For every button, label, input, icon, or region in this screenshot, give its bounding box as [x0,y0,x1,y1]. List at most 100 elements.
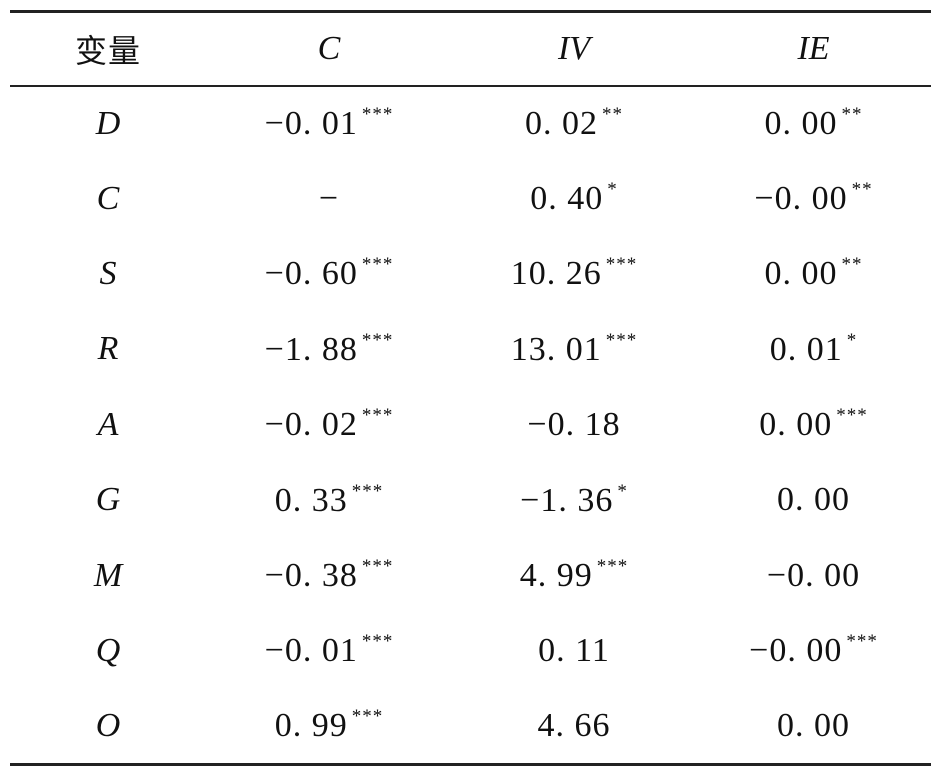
coefficient-value: 0. 11 [538,631,610,669]
cell-iv: −1. 36 * [452,462,696,537]
coefficient-value: −0. 01 [264,105,358,143]
coefficient-value: 0. 33 [274,481,348,519]
coefficient-value: −0. 60 [264,255,358,293]
significance-stars: *** [351,706,384,728]
coefficient-value: −0. 00 [754,180,848,218]
row-variable: S [99,254,117,292]
significance-stars: ** [841,104,863,126]
cell-value-wrap: 10. 26 *** [511,254,638,293]
cell-value-wrap: 0. 00 *** [759,405,868,444]
significance-stars: * [617,480,628,502]
significance-stars: *** [361,104,394,126]
row-variable: G [95,481,121,519]
results-table-container: 变量 C IV IE D −0. 01 *** 0. 02 ** 0. 00 ** C −0. … [10,10,931,766]
significance-stars: *** [836,405,868,427]
header-iv: IV [452,10,696,87]
significance-stars: *** [361,631,394,653]
cell-c: − [206,161,452,236]
cell-value-wrap: 4. 99 *** [520,556,629,595]
coefficient-value: 4. 66 [537,706,611,744]
cell-value-wrap: 0. 00 ** [765,104,863,143]
cell-c: 0. 99 *** [206,688,452,766]
cell-value-wrap: 0. 00 [777,481,850,519]
cell-ie: 0. 00 *** [696,387,931,462]
cell-value-wrap: 0. 00 [777,707,850,745]
coefficient-value: − [318,179,340,217]
cell-value-wrap: 0. 99 *** [275,706,384,745]
coefficient-value: −0. 02 [264,406,358,444]
coefficient-value: 0. 00 [777,706,850,744]
cell-c: −0. 01 *** [206,86,452,161]
coefficient-value: −0. 00 [749,632,843,670]
cell-iv: 4. 66 [452,688,696,766]
cell-value-wrap: 0. 01 * [770,330,858,369]
cell-value-wrap: −0. 01 *** [265,104,394,143]
significance-stars: * [846,329,858,351]
regression-results-table: 变量 C IV IE D −0. 01 *** 0. 02 ** 0. 00 ** C −0. … [10,10,931,766]
row-variable: M [93,556,123,594]
coefficient-value: 0. 00 [764,105,838,143]
cell-iv: 0. 02 ** [452,86,696,161]
coefficient-value: −0. 38 [264,557,358,595]
cell-iv: 0. 40 * [452,161,696,236]
cell-c: −0. 38 *** [206,538,452,613]
significance-stars: ** [602,104,623,126]
table-row: C − 0. 40 * −0. 00 ** [10,161,931,236]
significance-stars: *** [846,631,878,653]
table-row: D −0. 01 *** 0. 02 ** 0. 00 ** [10,86,931,161]
coefficient-value: −1. 88 [264,330,358,368]
table-header: 变量 C IV IE [10,10,931,87]
cell-value-wrap: −0. 38 *** [265,556,394,595]
cell-ie: 0. 00 [696,462,931,537]
row-variable: C [96,179,120,217]
significance-stars: *** [351,480,384,502]
cell-value-wrap: 0. 02 ** [525,104,623,143]
coefficient-value: 0. 00 [764,255,838,293]
significance-stars: ** [841,254,863,276]
header-c: C [206,10,452,87]
table-row: G 0. 33 *** −1. 36 * 0. 00 [10,462,931,537]
table-row: M −0. 38 *** 4. 99 *** −0. 00 [10,538,931,613]
cell-iv: 4. 99 *** [452,538,696,613]
coefficient-value: 0. 99 [274,707,348,745]
cell-c: −0. 01 *** [206,613,452,688]
table-row: Q −0. 01 *** 0. 11 −0. 00 *** [10,613,931,688]
cell-value-wrap: −0. 00 *** [749,631,878,670]
cell-ie: 0. 00 [696,688,931,766]
significance-stars: *** [605,329,638,351]
row-variable: O [10,688,206,766]
table-row: R −1. 88 *** 13. 01 *** 0. 01 * [10,312,931,387]
coefficient-value: 0. 00 [759,406,833,444]
significance-stars: *** [605,254,638,276]
cell-ie: −0. 00 [696,538,931,613]
coefficient-value: 0. 02 [525,105,598,143]
cell-iv: 0. 11 [452,613,696,688]
significance-stars: *** [361,329,394,351]
table-row: O 0. 99 *** 4. 66 0. 00 [10,688,931,766]
coefficient-value: −0. 18 [527,405,621,443]
row-variable: Q [95,631,121,669]
row-variable: R [97,330,119,368]
coefficient-value: 0. 40 [530,180,604,218]
cell-value-wrap: −1. 88 *** [265,330,394,369]
cell-value-wrap: 13. 01 *** [511,330,638,369]
cell-value-wrap: −0. 60 *** [265,254,394,293]
coefficient-value: −0. 01 [264,632,358,670]
cell-ie: 0. 00 ** [696,86,931,161]
row-variable: D [95,104,121,142]
cell-ie: 0. 00 ** [696,236,931,311]
significance-stars: *** [361,254,394,276]
coefficient-value: 0. 01 [769,330,843,368]
cell-value-wrap: −0. 02 *** [265,405,394,444]
significance-stars: ** [851,179,873,201]
cell-c: 0. 33 *** [206,462,452,537]
cell-value-wrap: −0. 01 *** [265,631,394,670]
cell-iv: −0. 18 [452,387,696,462]
cell-value-wrap: −0. 00 [767,557,860,595]
coefficient-value: 4. 99 [519,557,593,595]
cell-value-wrap: −0. 18 [527,406,620,444]
significance-stars: *** [361,556,394,578]
table-row: S −0. 60 *** 10. 26 *** 0. 00 ** [10,236,931,311]
cell-c: −1. 88 *** [206,312,452,387]
header-row: 变量 C IV IE [10,10,931,87]
